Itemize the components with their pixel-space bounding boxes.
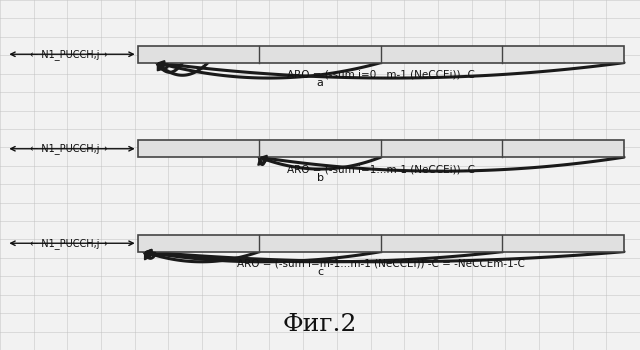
- Text: a: a: [317, 78, 323, 88]
- Text: c: c: [317, 267, 323, 277]
- Text: ← N1_PUCCH,j→: ← N1_PUCCH,j→: [30, 143, 108, 154]
- Text: ← N1_PUCCH,j→: ← N1_PUCCH,j→: [30, 49, 108, 60]
- Bar: [138, 140, 624, 157]
- Text: ARO = (-sum i=m-1...m-1 (NeCCEi)) -C = -NeCCEm-1-C: ARO = (-sum i=m-1...m-1 (NeCCEi)) -C = -…: [237, 259, 525, 268]
- Text: ← N1_PUCCH,j→: ← N1_PUCCH,j→: [30, 238, 108, 249]
- Text: b: b: [317, 173, 323, 183]
- Text: Фиг.2: Фиг.2: [283, 313, 357, 336]
- Bar: [138, 235, 624, 252]
- Bar: [138, 46, 624, 63]
- Text: ARO = (-sum i=1...m-1 (NeCCEi)) -C: ARO = (-sum i=1...m-1 (NeCCEi)) -C: [287, 164, 475, 174]
- Text: ARO = (-sum i=0...m-1 (NeCCEi)) -C: ARO = (-sum i=0...m-1 (NeCCEi)) -C: [287, 70, 475, 79]
